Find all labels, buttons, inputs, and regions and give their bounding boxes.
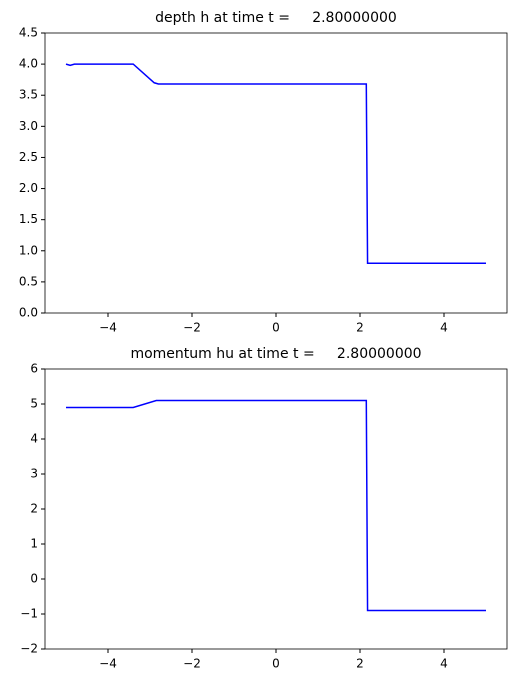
x-tick-label: −4: [99, 321, 117, 335]
y-tick-label: 0.5: [19, 274, 38, 288]
y-tick-label: 2.0: [19, 181, 38, 195]
x-tick-label: 2: [356, 657, 364, 671]
x-tick-label: 0: [272, 657, 280, 671]
chart-title: depth h at time t = 2.80000000: [155, 10, 397, 26]
x-tick-label: 0: [272, 321, 280, 335]
y-tick-label: 1: [30, 537, 38, 551]
y-tick-label: 0: [30, 572, 38, 586]
y-tick-label: 2.5: [19, 150, 38, 164]
y-tick-label: 3: [30, 467, 38, 481]
y-tick-label: 3.0: [19, 119, 38, 133]
x-tick-label: −2: [183, 321, 201, 335]
y-tick-label: 2: [30, 502, 38, 516]
y-tick-label: 1.0: [19, 243, 38, 257]
x-tick-label: 4: [440, 657, 448, 671]
x-tick-label: −4: [99, 657, 117, 671]
x-tick-label: 2: [356, 321, 364, 335]
axes-frame: [44, 368, 508, 650]
x-tick-label: 4: [440, 321, 448, 335]
y-tick-label: 4: [30, 432, 38, 446]
y-tick-label: 5: [30, 397, 38, 411]
chart-title: momentum hu at time t = 2.80000000: [130, 346, 421, 362]
y-tick-label: 4.5: [19, 26, 38, 40]
data-line: [65, 63, 486, 264]
axes-frame: [44, 32, 508, 314]
y-tick-label: 6: [30, 362, 38, 376]
y-tick-label: 3.5: [19, 88, 38, 102]
y-tick-label: 4.0: [19, 57, 38, 71]
data-line: [66, 399, 486, 612]
y-tick-label: 0.0: [19, 306, 38, 320]
y-tick-label: 1.5: [19, 212, 38, 226]
x-tick-label: −2: [183, 657, 201, 671]
y-tick-label: −1: [20, 607, 38, 621]
y-tick-label: −2: [20, 642, 38, 656]
